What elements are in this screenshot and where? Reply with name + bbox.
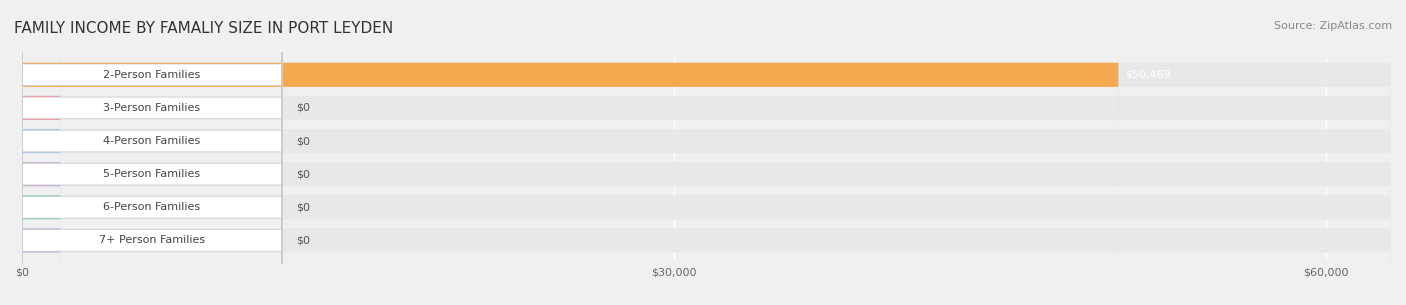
FancyBboxPatch shape (22, 0, 1391, 305)
Text: $0: $0 (295, 202, 309, 212)
FancyBboxPatch shape (22, 0, 60, 261)
Text: FAMILY INCOME BY FAMALIY SIZE IN PORT LEYDEN: FAMILY INCOME BY FAMALIY SIZE IN PORT LE… (14, 21, 394, 36)
Text: 2-Person Families: 2-Person Families (104, 70, 201, 80)
Text: Source: ZipAtlas.com: Source: ZipAtlas.com (1274, 21, 1392, 31)
FancyBboxPatch shape (22, 52, 283, 305)
Text: 7+ Person Families: 7+ Person Families (98, 235, 205, 246)
FancyBboxPatch shape (22, 21, 60, 305)
FancyBboxPatch shape (22, 0, 1391, 305)
Text: $50,469: $50,469 (1126, 70, 1171, 80)
Text: 3-Person Families: 3-Person Families (104, 103, 201, 113)
Text: $0: $0 (295, 136, 309, 146)
FancyBboxPatch shape (22, 0, 1391, 305)
FancyBboxPatch shape (22, 0, 283, 305)
Text: $0: $0 (295, 103, 309, 113)
FancyBboxPatch shape (22, 0, 283, 305)
FancyBboxPatch shape (22, 54, 60, 305)
Text: 4-Person Families: 4-Person Families (104, 136, 201, 146)
FancyBboxPatch shape (22, 0, 283, 296)
FancyBboxPatch shape (22, 0, 1391, 305)
Text: 6-Person Families: 6-Person Families (104, 202, 201, 212)
FancyBboxPatch shape (22, 19, 283, 305)
FancyBboxPatch shape (22, 0, 1119, 305)
FancyBboxPatch shape (22, 0, 1391, 305)
FancyBboxPatch shape (22, 0, 60, 295)
Text: $0: $0 (295, 169, 309, 179)
FancyBboxPatch shape (22, 0, 1391, 305)
Text: 5-Person Families: 5-Person Families (104, 169, 201, 179)
Text: $0: $0 (295, 235, 309, 246)
FancyBboxPatch shape (22, 87, 60, 305)
FancyBboxPatch shape (22, 0, 283, 263)
